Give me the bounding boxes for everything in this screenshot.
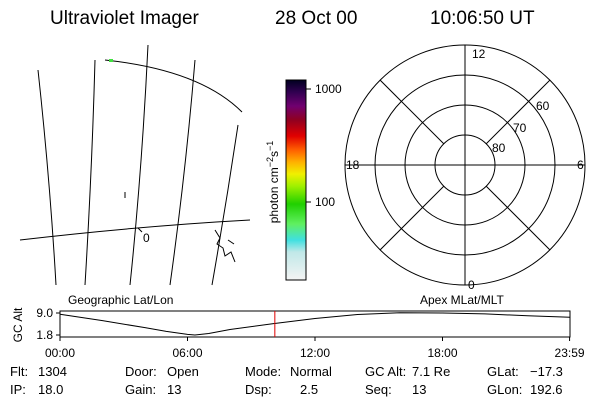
lat-label: 60 [536,99,550,113]
info-label: GC Alt: [365,364,406,379]
colorbar-label: 1000 [315,82,342,96]
altitude-line [59,312,571,336]
map-label: Geographic Lat/Lon [68,293,173,307]
mlt-label: 0 [468,278,475,292]
timeline-ylabel: GC Alt [11,307,25,342]
polar-label: Apex MLat/MLT [420,293,504,307]
info-value: −17.3 [530,364,563,379]
timeline: 9.0 1.8 00:00 06:00 12:00 18:00 23:59 [36,306,585,360]
x-tick-label: 00:00 [45,346,75,360]
info-value: 13 [412,382,426,397]
info-label: Flt: [10,364,28,379]
info-label: GLat: [487,364,519,379]
info-value: Normal [290,364,332,379]
time: 10:06:50 UT [430,8,535,29]
mlt-label: 12 [472,47,486,61]
map-grid-label: 0 [143,231,150,245]
info-panel: Flt: 1304 IP: 18.0 Door: Open Gain: 13 Mode: Norm… [10,364,563,397]
mlt-label: 18 [346,158,360,172]
lat-label: 80 [492,141,506,155]
info-label: GLon: [487,382,522,397]
lat-label: 70 [513,121,527,135]
info-value: 18.0 [38,382,63,397]
info-value: 7.1 Re [412,364,450,379]
info-value: 192.6 [530,382,563,397]
info-value: 1304 [38,364,67,379]
x-tick-label: 18:00 [427,346,457,360]
info-label: Gain: [125,382,156,397]
x-tick-label: 12:00 [300,346,330,360]
x-tick-label: 23:59 [555,346,585,360]
mlt-label: 6 [577,158,584,172]
info-value: Open [167,364,199,379]
y-tick-label: 1.8 [36,328,53,342]
colorbar-label: 100 [315,195,335,209]
info-label: Dsp: [245,382,272,397]
y-tick-label: 9.0 [36,306,53,320]
info-value: 2.5 [300,382,318,397]
info-value: 13 [167,382,181,397]
map: 0 [19,44,251,286]
timeline-frame [59,310,571,338]
info-label: Mode: [245,364,281,379]
colorbar: 1000 100 photon cm−2s−1 [265,79,342,281]
polar-grid: 12 6 0 18 60 70 80 [344,44,586,292]
colorbar-unit: photon cm−2s−1 [265,141,281,224]
info-label: IP: [10,382,26,397]
info-label: Door: [125,364,157,379]
x-tick-label: 06:00 [172,346,202,360]
title: Ultraviolet Imager [50,8,200,29]
date: 28 Oct 00 [275,8,357,29]
info-label: Seq: [365,382,392,397]
